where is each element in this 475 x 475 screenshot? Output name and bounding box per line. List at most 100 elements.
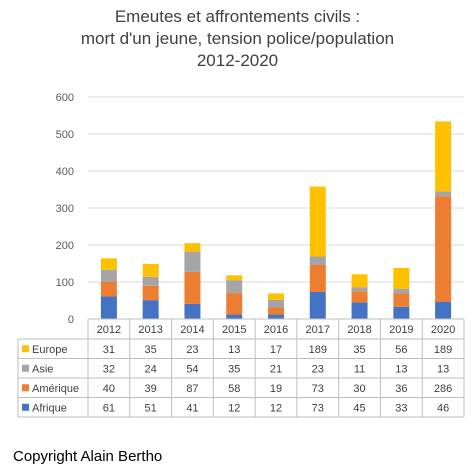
table-value: 46 <box>437 402 449 414</box>
table-value: 189 <box>309 344 327 356</box>
table-value: 31 <box>103 344 115 356</box>
table-value: 35 <box>353 344 365 356</box>
table-value: 23 <box>186 344 198 356</box>
category-label: 2016 <box>264 324 288 336</box>
legend-key-afrique <box>22 403 29 411</box>
table-value: 35 <box>228 363 240 375</box>
table-value: 39 <box>145 383 157 395</box>
category-label: 2012 <box>97 324 121 336</box>
bar-afrique-2017 <box>309 291 326 319</box>
bar-asie-2019 <box>393 288 410 294</box>
y-tick-label: 200 <box>56 240 74 252</box>
bar-amérique-2012 <box>100 281 117 297</box>
table-value: 41 <box>186 402 198 414</box>
y-tick-label: 600 <box>56 92 74 104</box>
chart-title-line-1: Emeutes et affrontements civils : <box>114 7 361 26</box>
bar-europe-2018 <box>351 274 368 288</box>
table-value: 54 <box>186 363 198 375</box>
category-label: 2015 <box>222 324 246 336</box>
bar-europe-2015 <box>226 275 243 281</box>
table-value: 12 <box>270 402 282 414</box>
bar-amérique-2020 <box>435 196 452 302</box>
table-value: 13 <box>395 363 407 375</box>
bar-asie-2017 <box>309 256 326 265</box>
bar-europe-2013 <box>142 263 159 277</box>
table-value: 286 <box>434 383 452 395</box>
bar-afrique-2019 <box>393 306 410 319</box>
bar-amérique-2013 <box>142 285 159 301</box>
copyright-text: Copyright Alain Bertho <box>13 448 163 465</box>
table-value: 87 <box>186 383 198 395</box>
table-value: 17 <box>270 344 282 356</box>
legend-key-amérique <box>22 384 29 392</box>
y-tick-label: 300 <box>56 203 74 215</box>
bar-afrique-2013 <box>142 300 159 319</box>
chart-title-line-2: mort d'un jeune, tension police/populati… <box>80 29 395 48</box>
table-value: 12 <box>228 402 240 414</box>
bar-amérique-2014 <box>184 271 201 304</box>
bar-asie-2015 <box>226 280 243 294</box>
y-tick-label: 100 <box>56 277 74 289</box>
table-value: 56 <box>395 344 407 356</box>
table-value: 51 <box>145 402 157 414</box>
bar-asie-2020 <box>435 191 452 197</box>
bar-europe-2016 <box>268 293 284 300</box>
table-value: 13 <box>228 344 240 356</box>
bar-afrique-2016 <box>268 314 284 319</box>
stacked-bar-chart: 0 100 200 300 400 500 600 2012 2013 2014 2015 2016 2… <box>17 92 465 418</box>
category-label: 2018 <box>347 324 371 336</box>
bar-amérique-2017 <box>309 264 326 292</box>
bar-asie-2014 <box>184 251 201 272</box>
y-tick-label: 500 <box>56 129 74 141</box>
bar-europe-2017 <box>309 186 326 257</box>
bar-afrique-2014 <box>184 303 201 319</box>
table-value: 19 <box>270 383 282 395</box>
chart-title-line-3: 2012-2020 <box>196 51 279 70</box>
legend-key-asie <box>22 364 29 372</box>
table-value: 73 <box>312 402 324 414</box>
table-value: 35 <box>145 344 157 356</box>
table-value: 24 <box>145 363 157 375</box>
table-value: 45 <box>353 402 365 414</box>
y-tick-label: 0 <box>68 314 74 326</box>
table-value: 33 <box>395 402 407 414</box>
table-value: 36 <box>395 383 407 395</box>
bar-afrique-2015 <box>226 314 243 319</box>
bar-amérique-2016 <box>268 307 284 315</box>
table-value: 73 <box>312 383 324 395</box>
bar-asie-2013 <box>142 276 159 286</box>
bar-afrique-2012 <box>100 296 117 319</box>
bar-europe-2014 <box>184 243 201 252</box>
table-value: 189 <box>434 344 452 356</box>
y-tick-label: 400 <box>56 166 74 178</box>
category-label: 2014 <box>180 324 204 336</box>
legend-label-europe: Europe <box>32 344 67 356</box>
bar-europe-2012 <box>100 258 117 270</box>
bar-afrique-2018 <box>351 302 368 319</box>
table-value: 21 <box>270 363 282 375</box>
bar-amérique-2019 <box>393 293 410 307</box>
bar-europe-2020 <box>435 121 452 192</box>
table-value: 11 <box>354 363 365 375</box>
category-label: 2020 <box>431 324 455 336</box>
legend-label-amérique: Amérique <box>32 383 79 395</box>
table-value: 23 <box>312 363 324 375</box>
legend-label-afrique: Afrique <box>32 402 67 414</box>
table-value: 13 <box>437 363 449 375</box>
bar-asie-2016 <box>268 299 284 308</box>
bar-amérique-2015 <box>226 293 243 315</box>
table-value: 58 <box>228 383 240 395</box>
bar-afrique-2020 <box>435 301 452 319</box>
table-value: 61 <box>103 402 115 414</box>
legend-label-asie: Asie <box>32 363 53 375</box>
bar-asie-2018 <box>351 287 368 292</box>
table-value: 30 <box>353 383 365 395</box>
category-label: 2019 <box>389 324 413 336</box>
bar-amérique-2018 <box>351 291 368 303</box>
bar-europe-2019 <box>393 267 410 289</box>
table-value: 40 <box>103 383 115 395</box>
table-value: 32 <box>103 363 115 375</box>
legend-key-europe <box>22 345 29 353</box>
category-label: 2017 <box>306 324 330 336</box>
bar-asie-2012 <box>100 269 117 282</box>
